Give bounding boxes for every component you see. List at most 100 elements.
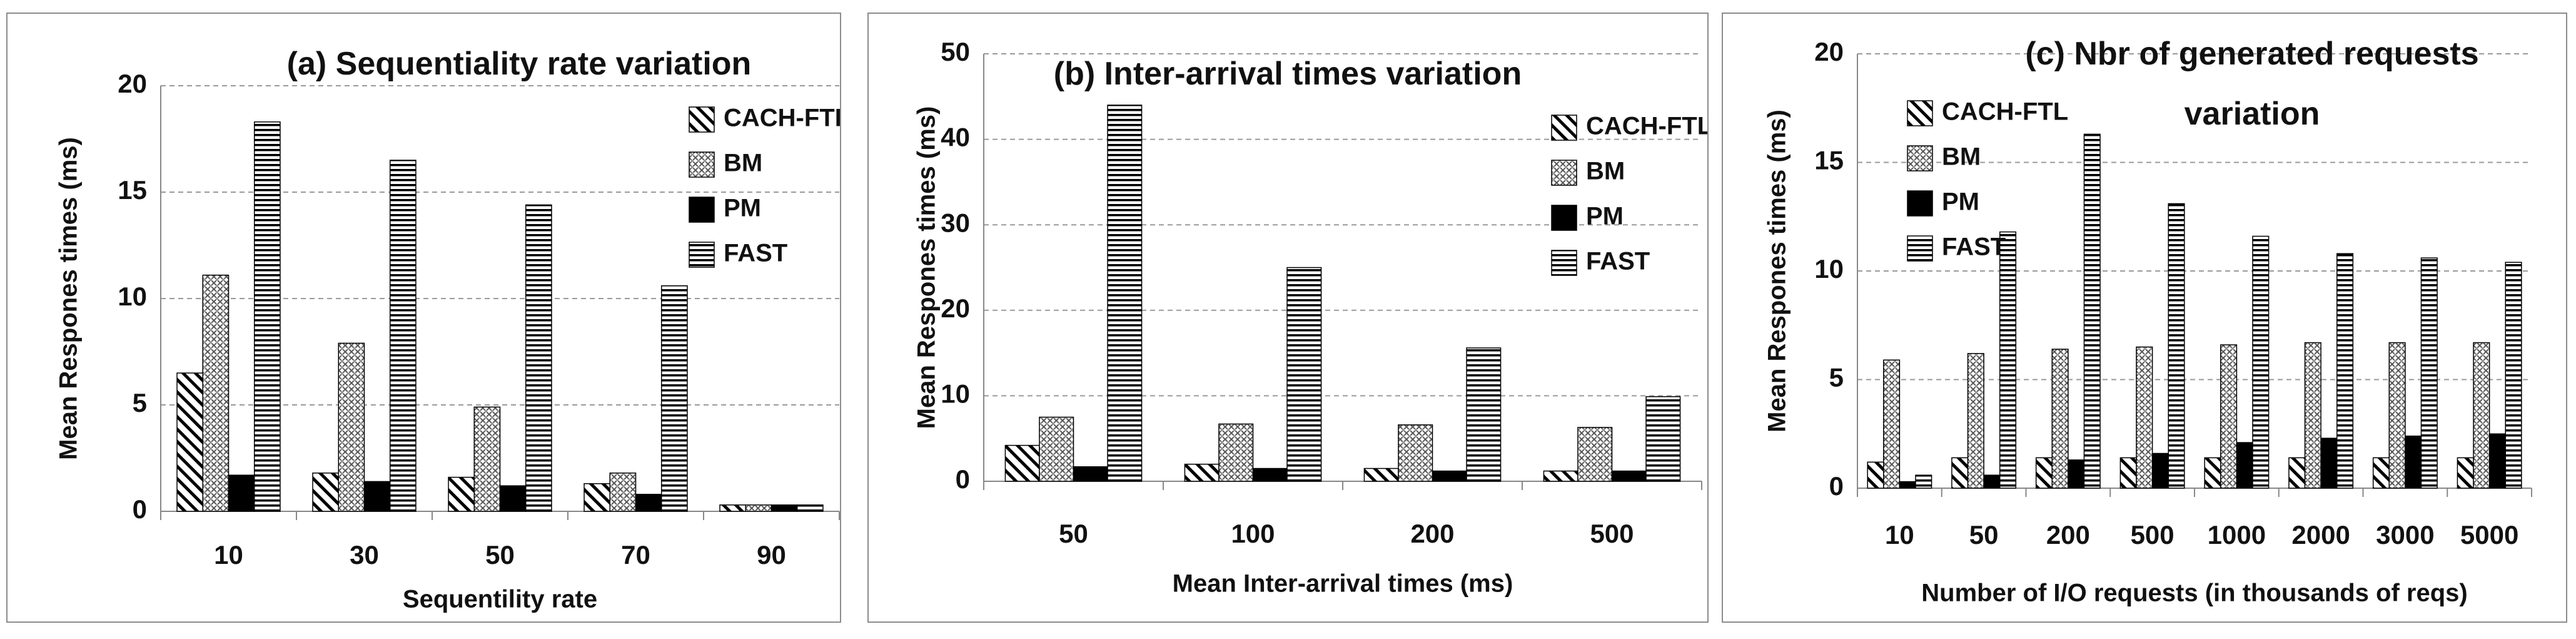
y-axis-label: Mean Respones times (ms) xyxy=(913,106,941,429)
x-tick-label: 10 xyxy=(1885,520,1914,550)
bar xyxy=(1004,444,1040,482)
chart-panel: 0 5 10 15 20 10 30 50 70 90 CACH-FTL BM PM FAST Sequen… xyxy=(6,13,841,623)
bar xyxy=(770,504,798,512)
chart-title: (b) Inter-arrival times variation xyxy=(1053,56,1522,92)
legend-label: CACH-FTL xyxy=(724,105,840,132)
bar xyxy=(1466,347,1502,482)
bar xyxy=(2083,133,2101,489)
bar xyxy=(2457,457,2474,489)
legend-swatch xyxy=(1907,190,1933,217)
bar xyxy=(2405,435,2422,489)
legend-swatch xyxy=(1551,160,1577,186)
legend-swatch xyxy=(1551,205,1577,231)
bar xyxy=(2236,442,2253,489)
bar xyxy=(1983,474,2001,489)
x-tick-label: 50 xyxy=(1059,519,1088,548)
bar xyxy=(499,485,527,512)
bar xyxy=(2473,342,2490,489)
x-tick-label: 90 xyxy=(757,540,786,570)
y-axis-label: Mean Respones times (ms) xyxy=(55,137,83,460)
y-tick-label: 0 xyxy=(1829,471,1844,501)
bar xyxy=(2505,262,2522,489)
bar xyxy=(176,372,204,512)
bar xyxy=(1867,461,1884,489)
legend-label: PM xyxy=(1942,188,1979,216)
legend-swatch xyxy=(1907,235,1933,262)
bar xyxy=(363,481,391,512)
bar xyxy=(1073,466,1108,482)
bar xyxy=(2336,253,2354,489)
y-tick-label: 10 xyxy=(118,282,147,311)
bar xyxy=(525,204,552,512)
bar xyxy=(448,476,475,512)
y-tick-label: 20 xyxy=(118,69,147,98)
x-axis-label: Sequentility rate xyxy=(403,586,597,613)
bar xyxy=(1218,423,1254,482)
bar xyxy=(389,160,417,512)
chart-panel: 0 10 20 30 40 50 50 100 200 500 CACH-FTL BM PM FAST Me… xyxy=(867,13,1709,623)
x-tick-label: 70 xyxy=(621,540,650,570)
y-tick-label: 5 xyxy=(133,388,147,417)
y-tick-label: 20 xyxy=(1814,37,1844,66)
bar xyxy=(2488,433,2506,489)
x-tick-label: 500 xyxy=(1590,519,1634,548)
chart-title: (c) Nbr of generated requests variation xyxy=(2025,36,2479,132)
x-tick-label: 100 xyxy=(1231,519,1275,548)
x-tick-label: 1000 xyxy=(2208,520,2266,550)
y-tick-label: 15 xyxy=(1814,146,1844,175)
bar xyxy=(1107,105,1143,482)
bar xyxy=(2035,457,2053,489)
x-tick-label: 3000 xyxy=(2376,520,2434,550)
bar xyxy=(1432,470,1467,482)
bar xyxy=(2420,257,2438,489)
chart: 0 5 10 15 20 10 30 50 70 90 CACH-FTL BM PM FAST Sequen… xyxy=(55,69,840,613)
chart: 0 10 20 30 40 50 50 100 200 500 CACH-FTL BM PM FAST Me… xyxy=(913,37,1707,597)
x-tick-label: 500 xyxy=(2131,520,2174,550)
x-tick-label: 50 xyxy=(485,540,515,570)
bar xyxy=(796,504,824,512)
bar xyxy=(228,474,255,512)
bar xyxy=(2372,457,2390,489)
legend-label: PM xyxy=(724,195,761,222)
y-tick-label: 10 xyxy=(1814,254,1844,284)
bar xyxy=(1543,470,1578,482)
bar xyxy=(2388,342,2406,489)
bar xyxy=(1999,231,2017,489)
y-tick-label: 5 xyxy=(1829,363,1844,392)
bar xyxy=(202,274,230,512)
y-tick-label: 15 xyxy=(118,175,147,205)
legend-label: FAST xyxy=(1942,233,2006,261)
bar xyxy=(1039,416,1074,482)
bar xyxy=(2252,235,2270,489)
legend-swatch xyxy=(689,242,715,268)
bar xyxy=(1967,353,1984,489)
bar xyxy=(1398,424,1433,482)
bar xyxy=(1286,267,1322,482)
legend-label: BM xyxy=(1942,143,1981,171)
bar xyxy=(1915,474,1932,489)
bar xyxy=(2068,459,2085,489)
x-tick-label: 50 xyxy=(1969,520,1999,550)
x-tick-label: 200 xyxy=(2046,520,2090,550)
bar xyxy=(1899,481,1916,489)
bar xyxy=(2168,203,2185,489)
y-tick-label: 10 xyxy=(941,379,970,408)
legend-swatch xyxy=(689,197,715,223)
y-tick-label: 50 xyxy=(941,37,970,66)
bar xyxy=(253,121,281,512)
bar xyxy=(1951,457,1969,489)
bar xyxy=(1252,468,1288,482)
legend-label: BM xyxy=(1586,158,1625,185)
legend-swatch xyxy=(1551,250,1577,276)
bar xyxy=(1645,396,1681,482)
bar xyxy=(2204,457,2221,489)
bar xyxy=(312,473,340,512)
y-tick-label: 0 xyxy=(133,494,147,524)
bar xyxy=(2320,437,2338,489)
bar xyxy=(583,483,611,512)
bar xyxy=(719,504,747,512)
legend-swatch xyxy=(1551,115,1577,141)
bar xyxy=(1883,359,1901,489)
bar xyxy=(473,406,501,512)
x-tick-label: 200 xyxy=(1410,519,1454,548)
